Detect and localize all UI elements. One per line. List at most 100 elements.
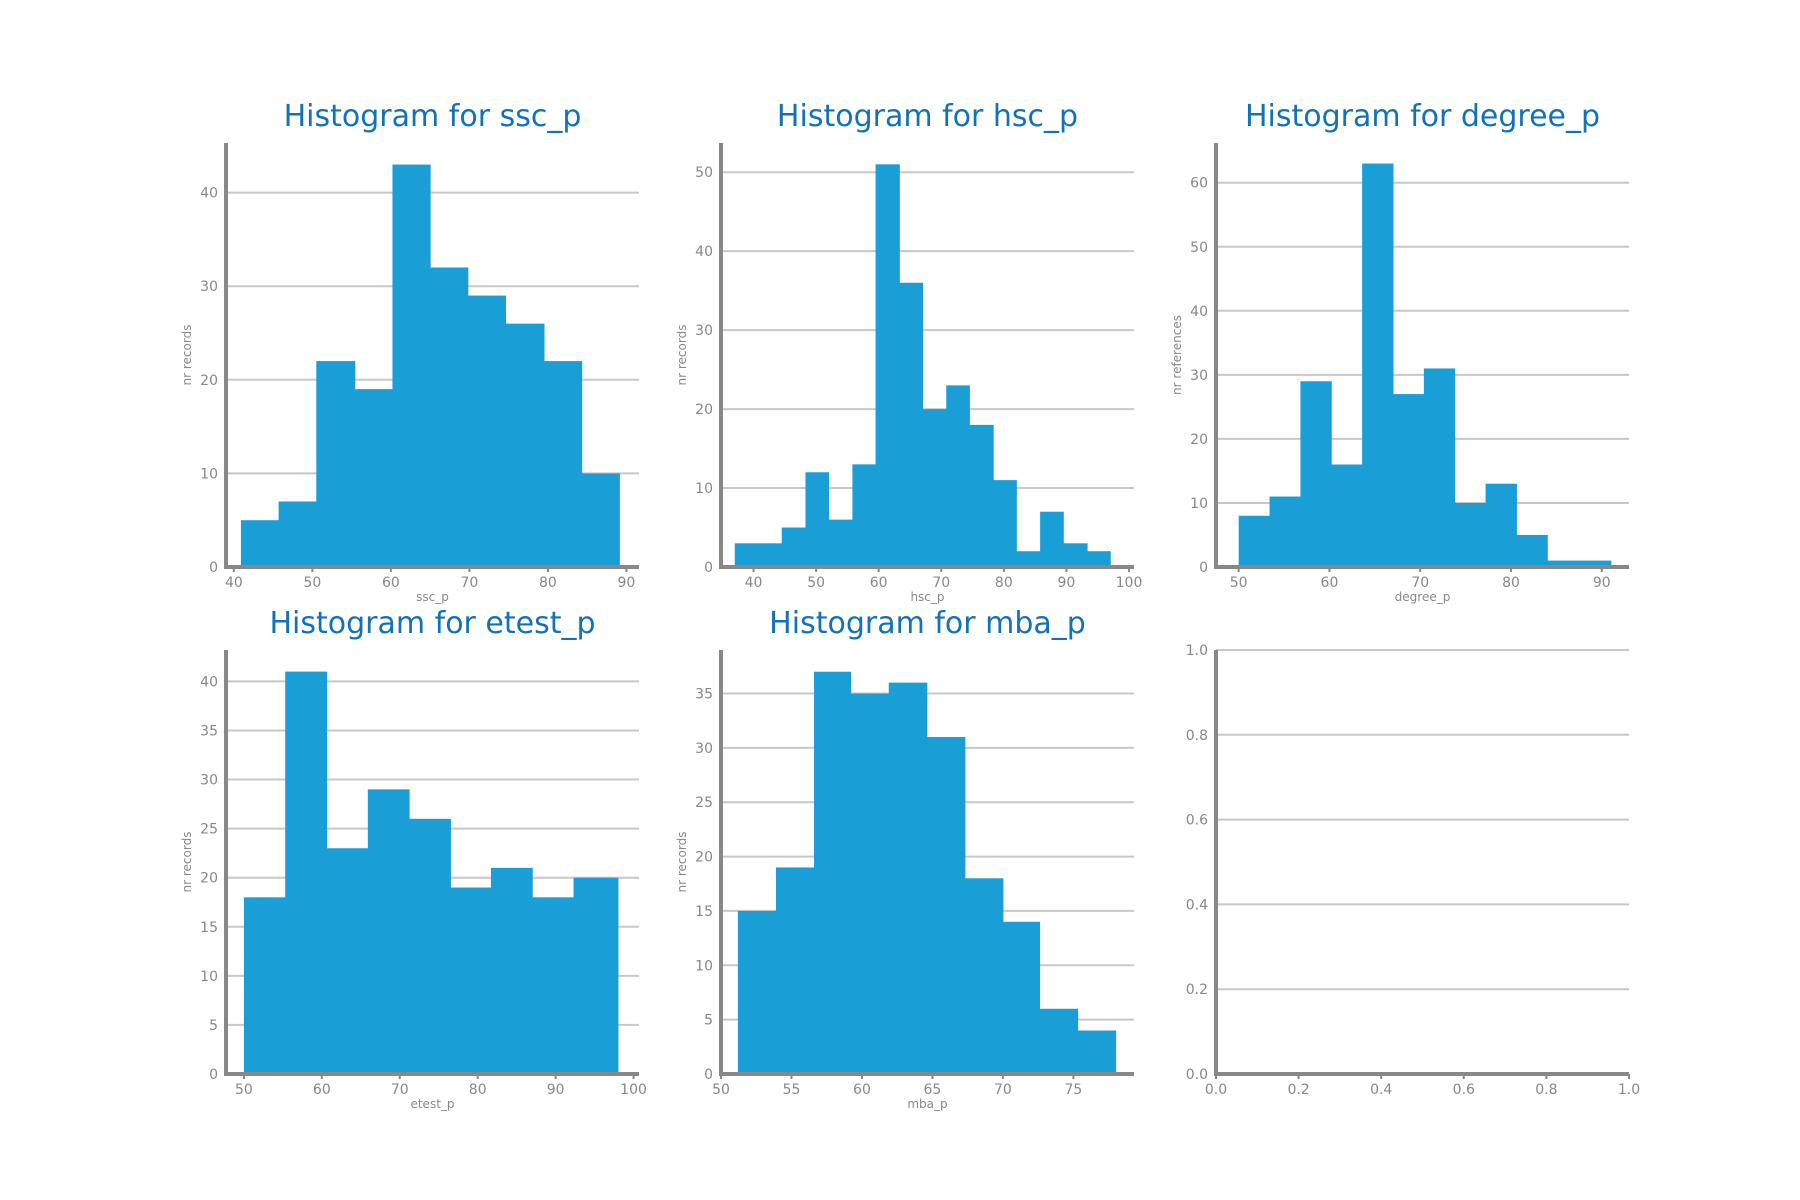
x-tick-label: 70 [391,1082,409,1098]
y-tick-label: 30 [200,773,218,789]
y-tick-label: 35 [200,723,218,739]
histogram-bar [543,361,583,567]
y-tick-label: 0 [1199,560,1208,576]
histogram-bar [505,323,545,567]
x-tick-label: 40 [225,575,243,591]
x-tick-label: 75 [1064,1082,1082,1098]
y-tick-label: 40 [695,244,713,260]
histogram-bar [316,361,356,567]
y-tick-label: 20 [200,871,218,887]
histogram-bar [1039,1008,1079,1074]
x-tick-label: 50 [712,1082,730,1098]
x-tick-label: 50 [303,575,321,591]
y-tick-label: 50 [695,165,713,181]
y-tick-label: 30 [695,741,713,757]
histogram-bar [285,671,328,1074]
histogram-bar [409,818,451,1074]
histogram-panel-1: 0 10 20 30 40 40 50 60 70 80 90 Histogram for ssc_p… [180,99,639,604]
x-tick-label: 0.0 [1205,1082,1227,1098]
histogram-bar [852,464,877,567]
x-tick-label: 60 [313,1082,331,1098]
histogram-bar [1393,394,1425,567]
histogram-bar [1016,551,1041,567]
y-tick-label: 10 [695,958,713,974]
y-tick-label: 25 [200,822,218,838]
y-tick-label: 20 [1190,432,1208,448]
y-tick-label: 60 [1190,176,1208,192]
y-axis-label: nr records [675,832,689,893]
x-tick-label: 100 [1116,575,1143,591]
y-tick-label: 0.6 [1186,813,1208,829]
y-tick-label: 10 [200,466,218,482]
histogram-panel-2: 0 10 20 30 40 50 40 50 60 70 80 90 100 Histogram for … [675,99,1142,604]
histogram-bar [392,164,431,567]
x-axis-label: etest_p [410,1097,454,1111]
x-tick-label: 60 [853,1082,871,1098]
x-tick-label: 0.4 [1370,1082,1392,1098]
histogram-bar [1362,163,1394,567]
y-tick-label: 25 [695,795,713,811]
y-axis-label: nr records [675,325,689,386]
y-tick-label: 0.4 [1186,897,1208,913]
histogram-bar [1087,551,1111,567]
chart-title: Histogram for etest_p [269,606,595,641]
x-axis-label: mba_p [907,1097,947,1111]
x-tick-label: 70 [994,1082,1012,1098]
histogram-bar [450,887,492,1074]
histogram-bar [888,682,928,1074]
x-tick-label: 90 [618,575,636,591]
histogram-bar [1040,511,1064,567]
x-tick-label: 0.8 [1535,1082,1557,1098]
y-tick-label: 30 [1190,368,1208,384]
histogram-bar [1063,543,1088,567]
histogram-bar [964,878,1004,1074]
x-tick-label: 80 [1502,575,1520,591]
y-tick-label: 30 [695,323,713,339]
x-tick-label: 80 [469,1082,487,1098]
histogram-bar [734,543,760,567]
histogram-bar [899,282,923,567]
x-tick-label: 40 [745,575,763,591]
histogram-bar [993,480,1017,567]
histogram-bar [875,164,900,568]
x-axis-label: hsc_p [910,590,944,604]
y-tick-label: 15 [695,904,713,920]
y-tick-label: 40 [200,674,218,690]
histogram-bar [1331,464,1363,567]
chart-title: Histogram for hsc_p [777,99,1078,134]
y-tick-label: 40 [1190,304,1208,320]
x-tick-label: 1.0 [1618,1082,1640,1098]
histogram-bar [775,867,815,1074]
x-tick-label: 55 [783,1082,801,1098]
histogram-bar [573,877,619,1074]
x-tick-label: 70 [1411,575,1429,591]
x-tick-label: 70 [460,575,478,591]
y-tick-label: 10 [200,969,218,985]
x-axis-label: ssc_p [416,590,449,604]
histogram-bar [1547,560,1579,567]
y-tick-label: 50 [1190,240,1208,256]
histogram-bar [326,848,369,1074]
histogram-bar [1516,534,1548,567]
histogram-bar [532,897,575,1074]
x-tick-label: 60 [382,575,400,591]
histogram-bar [467,295,507,567]
histogram-bar [1578,560,1612,567]
x-tick-label: 60 [1321,575,1339,591]
x-axis-label: degree_p [1395,590,1451,604]
y-tick-label: 0 [209,560,218,576]
y-tick-label: 0.2 [1186,982,1208,998]
histogram-bar [926,736,966,1074]
y-tick-label: 5 [704,1013,713,1029]
histogram-panel-4: 0 5 10 15 20 25 30 35 40 50 60 70 80 90 100 Histogram f… [180,606,647,1111]
y-tick-label: 0 [209,1067,218,1083]
y-tick-label: 1.0 [1186,643,1208,659]
y-tick-label: 10 [695,481,713,497]
histogram-bar [367,789,410,1074]
histogram-bar [1077,1030,1117,1074]
chart-title: Histogram for mba_p [769,606,1086,641]
histogram-bar [243,897,286,1074]
y-tick-label: 40 [200,186,218,202]
y-axis-label: nr records [180,832,194,893]
